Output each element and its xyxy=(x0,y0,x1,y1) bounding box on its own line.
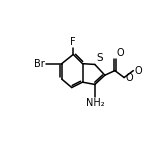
Text: S: S xyxy=(96,53,103,63)
Text: O: O xyxy=(134,66,142,76)
Text: O: O xyxy=(126,73,133,83)
Text: O: O xyxy=(116,48,124,58)
Text: NH₂: NH₂ xyxy=(86,98,104,108)
Text: Br: Br xyxy=(34,59,45,69)
Text: F: F xyxy=(71,37,76,47)
